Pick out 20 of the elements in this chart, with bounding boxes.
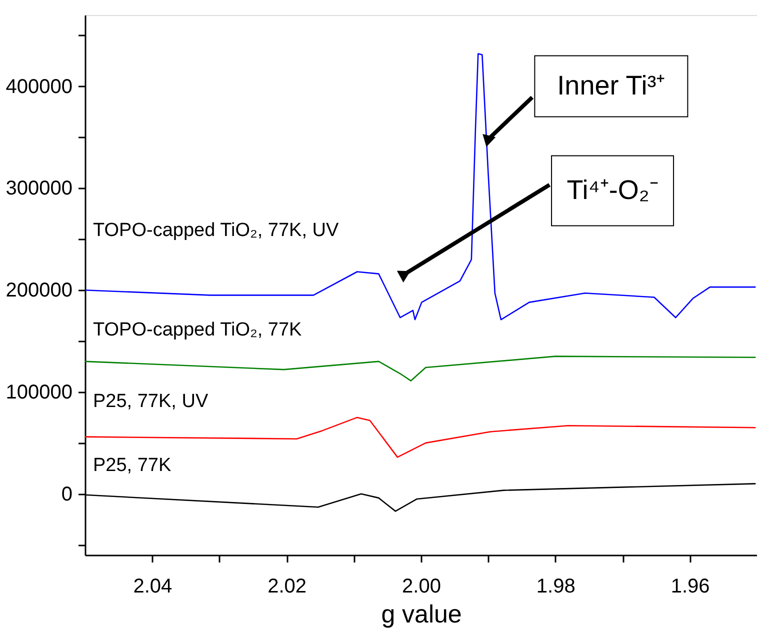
x-tick-label: 2.02 — [268, 576, 307, 598]
series-label: P25, 77K, UV — [93, 390, 208, 412]
x-axis-title: g value — [381, 600, 462, 628]
x-tick-label: 1.96 — [670, 576, 710, 598]
y-tick-label: 100000 — [6, 381, 72, 404]
x-tick-label: 2.04 — [133, 576, 172, 598]
line-series — [84, 356, 756, 382]
y-tick-label: 400000 — [6, 76, 72, 98]
series-label: TOPO-capped TiO₂, 77K — [93, 319, 302, 340]
line-series — [84, 416, 756, 458]
y-tick-label: 200000 — [6, 280, 72, 302]
series-label: TOPO-capped TiO₂, 77K, UV — [93, 220, 340, 242]
series-label: P25, 77K — [93, 454, 172, 476]
x-tick-label: 2.00 — [402, 576, 441, 598]
annotation: Ti⁴⁺-O₂⁻ — [566, 174, 658, 205]
annotation: Inner Ti³⁺ — [557, 70, 666, 100]
line-series — [84, 53, 756, 320]
y-tick-label: 300000 — [6, 178, 72, 200]
y-tick-label: 0 — [61, 483, 72, 506]
x-tick-label: 1.98 — [536, 576, 576, 598]
